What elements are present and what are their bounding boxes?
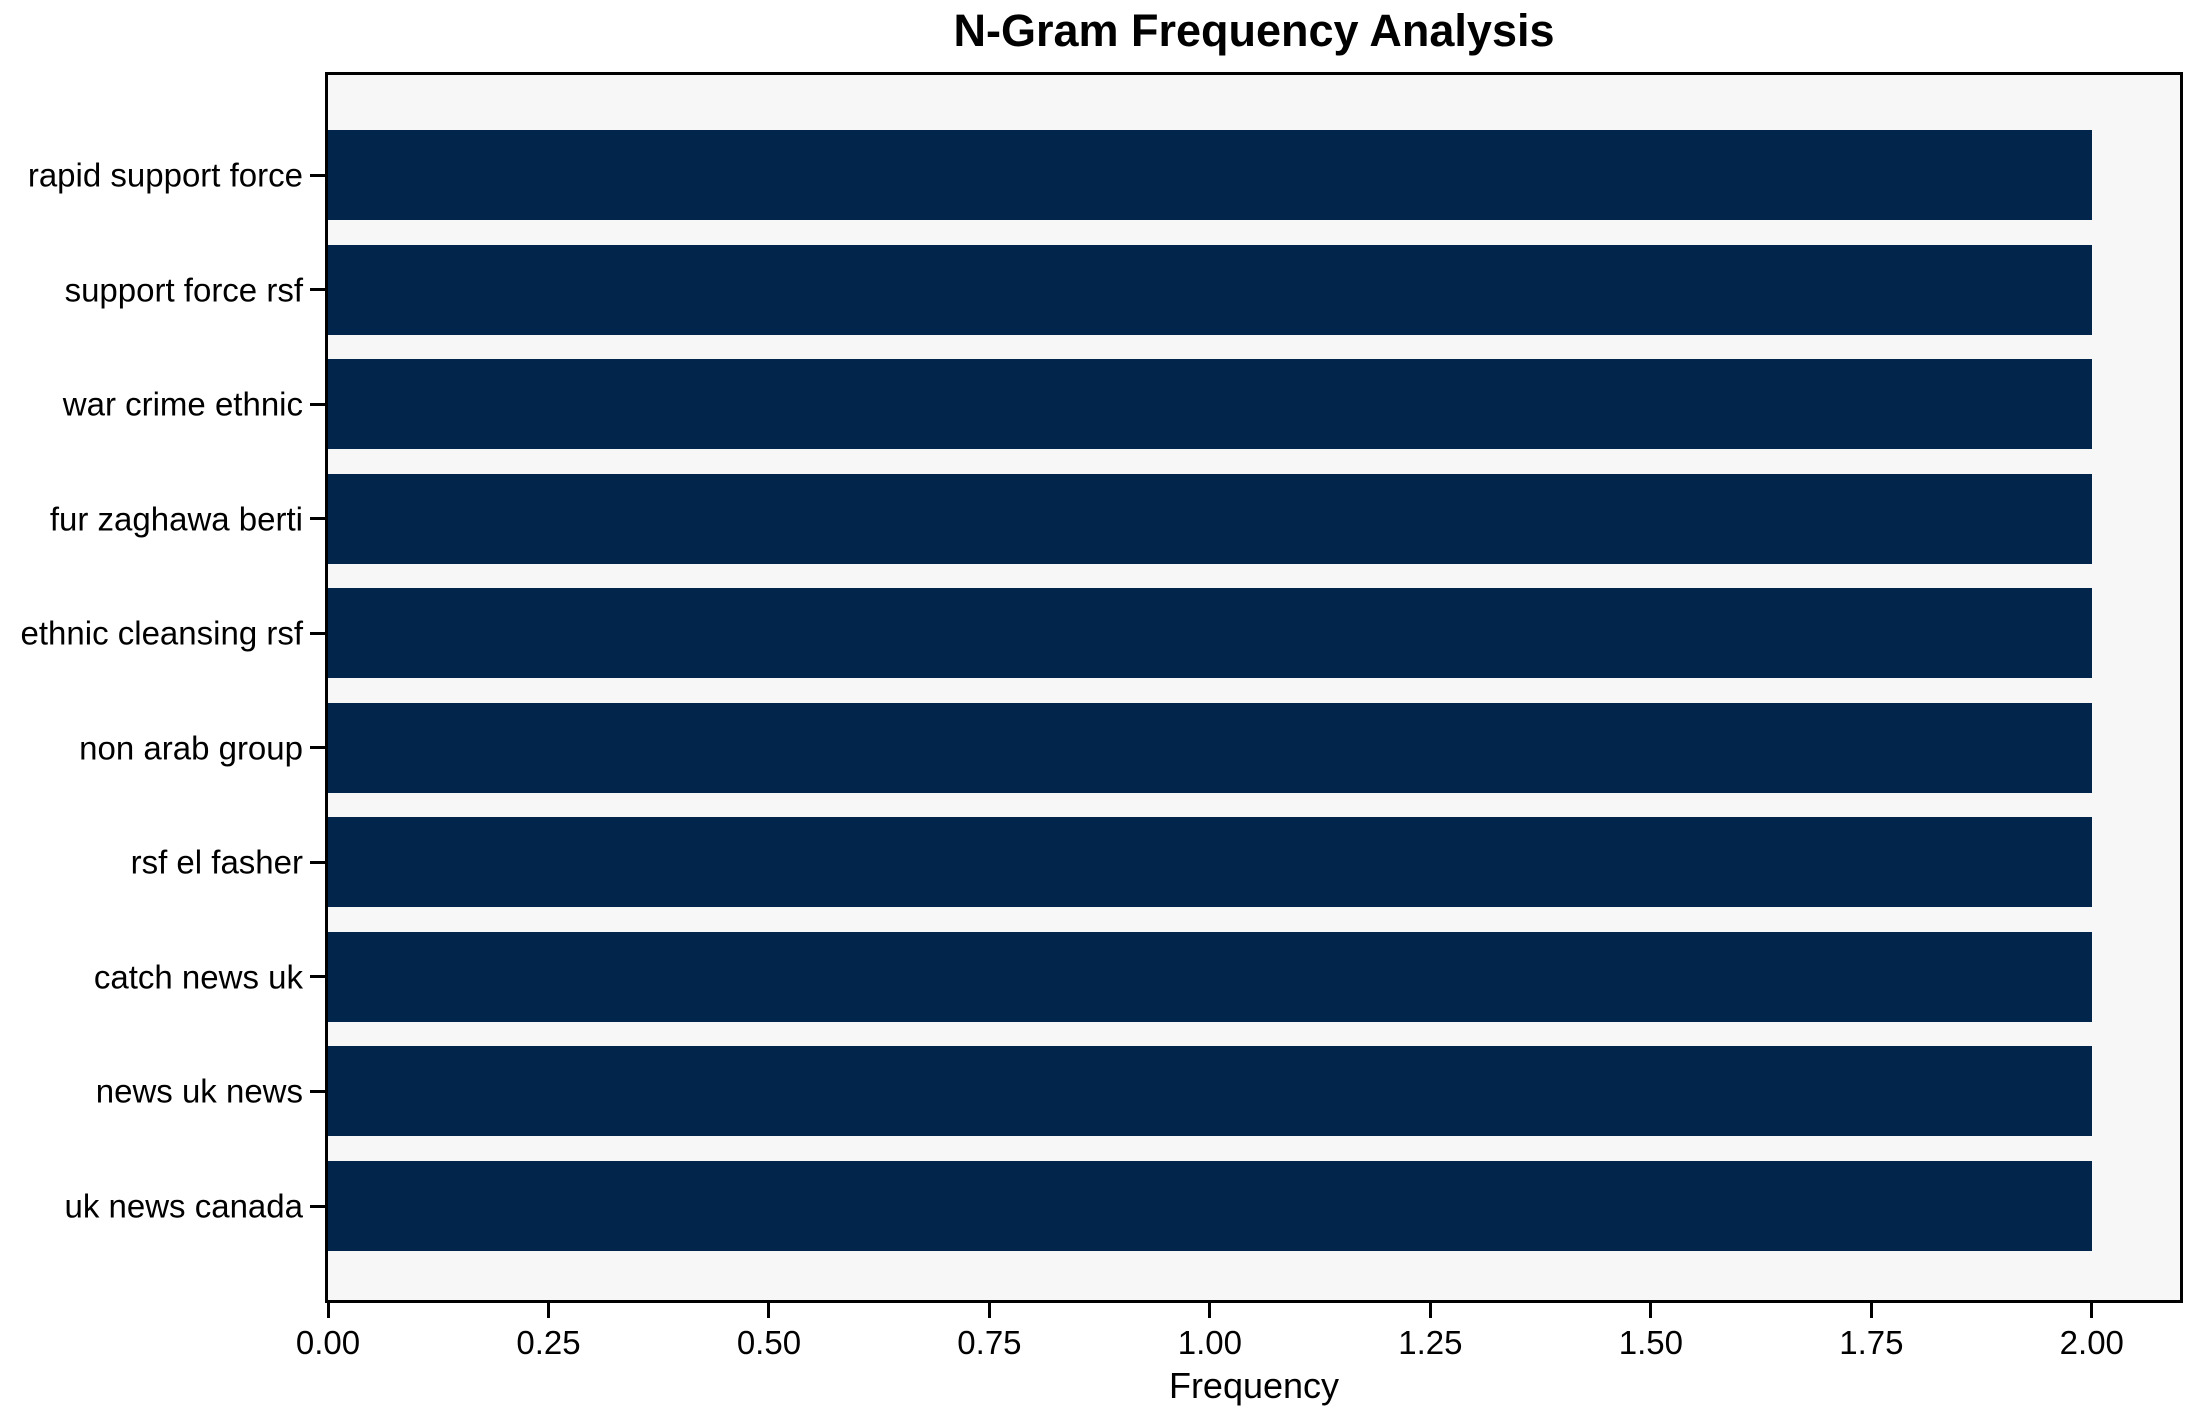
x-tick-mark	[1869, 1303, 1873, 1318]
bar	[328, 702, 2092, 793]
y-tick-label: war crime ethnic	[62, 385, 303, 423]
x-tick-label: 1.50	[1618, 1324, 1683, 1361]
x-tick-mark	[546, 1303, 550, 1318]
plot-area	[325, 72, 2183, 1303]
y-tick-label: support force rsf	[64, 271, 303, 309]
y-tick-label: ethnic cleansing rsf	[20, 614, 303, 652]
x-axis-label: Frequency	[1168, 1365, 1340, 1406]
bar	[328, 473, 2092, 564]
x-tick-mark	[987, 1303, 991, 1318]
x-tick-mark	[1649, 1303, 1653, 1318]
y-tick-label: non arab group	[79, 729, 303, 767]
x-tick-mark	[767, 1303, 771, 1318]
x-tick-mark	[2090, 1303, 2094, 1318]
bar	[328, 588, 2092, 679]
y-tick-label: news uk news	[95, 1072, 303, 1110]
y-tick-mark	[310, 631, 325, 635]
y-tick-mark	[310, 975, 325, 979]
x-tick-label: 0.00	[295, 1324, 361, 1361]
y-tick-mark	[310, 288, 325, 292]
x-tick-label: 0.25	[516, 1324, 581, 1361]
bar	[328, 244, 2092, 335]
bar	[328, 1046, 2092, 1137]
x-tick-mark	[326, 1303, 330, 1318]
y-tick-mark	[310, 402, 325, 406]
x-tick-label: 0.75	[957, 1324, 1022, 1361]
x-tick-label: 1.25	[1398, 1324, 1463, 1361]
y-tick-mark	[310, 1204, 325, 1208]
x-tick-label: 1.00	[1177, 1324, 1243, 1361]
x-tick-label: 1.75	[1839, 1324, 1904, 1361]
y-tick-label: fur zaghawa berti	[49, 500, 303, 538]
y-tick-label: catch news uk	[93, 958, 303, 996]
bar	[328, 1161, 2092, 1252]
y-tick-mark	[310, 517, 325, 521]
x-tick-mark	[1208, 1303, 1212, 1318]
chart-title: N-Gram Frequency Analysis	[953, 5, 1555, 56]
x-tick-mark	[1428, 1303, 1432, 1318]
y-tick-label: rsf el fasher	[130, 843, 303, 881]
y-tick-mark	[310, 173, 325, 177]
bar	[328, 130, 2092, 220]
bar	[328, 817, 2092, 908]
y-tick-label: uk news canada	[64, 1187, 304, 1225]
x-tick-label: 0.50	[736, 1324, 802, 1361]
y-tick-mark	[310, 1089, 325, 1093]
y-tick-mark	[310, 746, 325, 750]
x-tick-label: 2.00	[2059, 1324, 2124, 1361]
y-tick-label: rapid support force	[27, 156, 303, 194]
bar	[328, 931, 2092, 1022]
bar	[328, 359, 2092, 450]
y-tick-mark	[310, 860, 325, 864]
